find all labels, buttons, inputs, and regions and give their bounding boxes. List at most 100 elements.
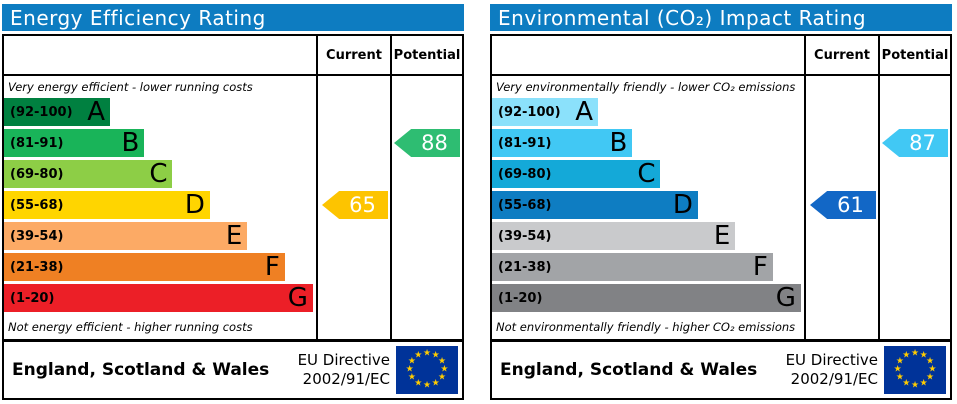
band-bar-g: (1-20) G xyxy=(492,284,801,312)
table-footer-row: England, Scotland & Wales EU Directive 2… xyxy=(492,339,950,398)
eu-flag-star: ★ xyxy=(437,372,447,383)
band-letter: G xyxy=(775,283,796,313)
band-letter: D xyxy=(672,190,693,220)
band-letter: A xyxy=(87,97,106,127)
band-bar-a: (92-100) A xyxy=(492,97,599,127)
band-letter: E xyxy=(713,221,731,251)
current-rating-column: 61 xyxy=(806,76,880,339)
potential-rating-column: 87 xyxy=(880,76,950,339)
eu-flag-star: ★ xyxy=(405,364,414,375)
band-letter: D xyxy=(184,190,205,220)
band-bar-g: (1-20) G xyxy=(4,284,313,312)
region-label: England, Scotland & Wales xyxy=(12,360,270,380)
eu-directive-label: EU Directive 2002/91/EC xyxy=(298,351,390,389)
eu-flag-star: ★ xyxy=(437,356,447,367)
eu-flag-star: ★ xyxy=(902,350,911,361)
potential-column-header: Potential xyxy=(393,47,461,63)
band-bar-c: (69-80) C xyxy=(4,159,173,189)
eu-flag-star: ★ xyxy=(910,380,920,391)
table-body-row: Very energy efficient - lower running co… xyxy=(4,76,462,339)
region-label: England, Scotland & Wales xyxy=(500,360,758,380)
band-bar-e: (39-54) E xyxy=(492,221,736,251)
eu-flag-star: ★ xyxy=(407,372,416,383)
eu-flag-star: ★ xyxy=(422,380,432,391)
rating-bands: (92-100) A (81-91) B (69-80) C (55-68) D (39-54)… xyxy=(492,97,804,315)
eu-flag-star: ★ xyxy=(919,378,928,389)
rating-band-row-a: (92-100) A xyxy=(4,98,316,129)
current-column-header: Current xyxy=(318,36,392,74)
eu-directive-line2: 2002/91/EC xyxy=(790,370,878,388)
rating-band-row-c: (69-80) C xyxy=(492,160,804,191)
rating-band-row-e: (39-54) E xyxy=(492,222,804,253)
chart-title: Energy Efficiency Rating xyxy=(10,5,266,30)
current-rating-arrow: 61 xyxy=(810,191,876,219)
rating-bands: (92-100) A (81-91) B (69-80) C (55-68) D (39-54)… xyxy=(4,97,316,315)
environmental-impact-rating-chart: Environmental (CO₂) Impact Rating Curren… xyxy=(490,2,952,400)
rating-band-row-e: (39-54) E xyxy=(4,222,316,253)
rating-band-row-b: (81-91) B xyxy=(4,129,316,160)
rating-band-row-a: (92-100) A xyxy=(492,98,804,129)
header-spacer-cell xyxy=(4,36,318,74)
band-bar-c: (69-80) C xyxy=(492,159,661,189)
chart-title: Environmental (CO₂) Impact Rating xyxy=(498,5,867,30)
rating-band-row-d: (55-68) D xyxy=(492,191,804,222)
rating-band-row-b: (81-91) B xyxy=(492,129,804,160)
header-spacer-cell xyxy=(492,36,806,74)
potential-rating-arrow: 88 xyxy=(394,129,460,157)
band-range: (39-54) xyxy=(10,228,64,244)
band-bar-b: (81-91) B xyxy=(4,128,145,158)
band-bar-f: (21-38) F xyxy=(4,253,285,281)
eu-flag-star: ★ xyxy=(431,378,440,389)
band-bar-a: (92-100) A xyxy=(4,97,111,127)
rating-band-row-g: (1-20) G xyxy=(492,284,804,315)
table-header-row: Current Potential xyxy=(4,36,462,76)
band-range: (92-100) xyxy=(10,104,73,120)
band-letter: G xyxy=(287,283,308,313)
band-range: (1-20) xyxy=(498,290,543,306)
band-bar-b: (81-91) B xyxy=(492,128,633,158)
potential-column-header: Potential xyxy=(881,47,949,63)
rating-scale: Very environmentally friendly - lower CO… xyxy=(492,76,806,339)
eu-flag-star: ★ xyxy=(440,364,449,375)
eu-flag-star: ★ xyxy=(431,350,440,361)
band-bar-f: (21-38) F xyxy=(492,253,773,281)
rating-table: Current Potential Very energy efficient … xyxy=(2,34,464,400)
scale-bottom-note: Not environmentally friendly - higher CO… xyxy=(496,320,796,334)
band-range: (92-100) xyxy=(498,104,561,120)
band-letter: F xyxy=(752,252,768,282)
eu-flag-star: ★ xyxy=(407,356,416,367)
band-range: (1-20) xyxy=(10,290,55,306)
table-body-row: Very environmentally friendly - lower CO… xyxy=(492,76,950,339)
rating-band-row-f: (21-38) F xyxy=(4,253,316,284)
band-letter: B xyxy=(121,128,140,158)
eu-flag-star: ★ xyxy=(422,348,432,359)
table-footer-row: England, Scotland & Wales EU Directive 2… xyxy=(4,339,462,398)
eu-directive-line1: EU Directive xyxy=(297,351,390,370)
eu-flag-star: ★ xyxy=(910,348,920,359)
band-bar-d: (55-68) D xyxy=(4,191,210,219)
band-range: (81-91) xyxy=(498,135,552,151)
band-letter: B xyxy=(609,128,628,158)
band-range: (69-80) xyxy=(10,166,64,182)
eu-flag-star: ★ xyxy=(414,378,423,389)
scale-top-note: Very energy efficient - lower running co… xyxy=(8,79,253,94)
current-rating-column: 65 xyxy=(318,76,392,339)
eu-flag-star: ★ xyxy=(925,356,935,367)
rating-band-row-d: (55-68) D xyxy=(4,191,316,222)
energy-efficiency-rating-chart: Energy Efficiency Rating Current Potenti… xyxy=(2,2,464,400)
band-letter: C xyxy=(149,159,168,189)
table-header-row: Current Potential xyxy=(492,36,950,76)
band-letter: C xyxy=(637,159,656,189)
chart-title-bar: Energy Efficiency Rating xyxy=(2,4,464,31)
band-range: (21-38) xyxy=(498,259,552,275)
band-letter: A xyxy=(575,97,594,127)
eu-flag-star: ★ xyxy=(919,350,928,361)
band-bar-e: (39-54) E xyxy=(4,222,248,250)
eu-flag: ★ ★ ★ ★ ★ ★ ★ ★ ★ ★ ★ ★ xyxy=(884,346,946,394)
potential-rating-column: 88 xyxy=(392,76,462,339)
eu-flag-star: ★ xyxy=(902,378,911,389)
chart-title-bar: Environmental (CO₂) Impact Rating xyxy=(490,4,952,31)
band-range: (69-80) xyxy=(498,166,552,182)
eu-flag: ★ ★ ★ ★ ★ ★ ★ ★ ★ ★ ★ ★ xyxy=(396,346,458,394)
